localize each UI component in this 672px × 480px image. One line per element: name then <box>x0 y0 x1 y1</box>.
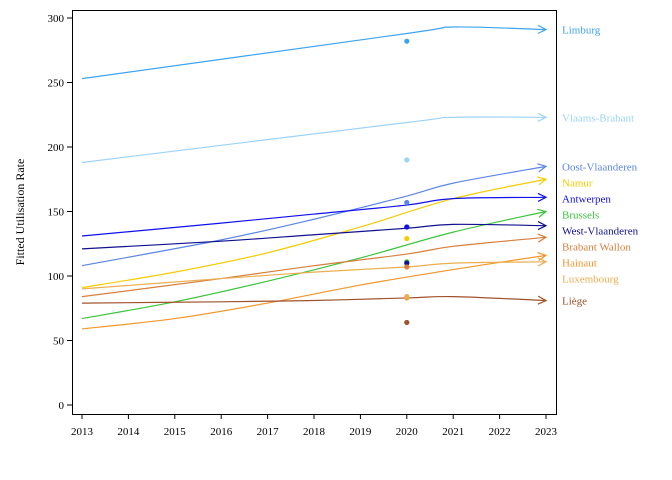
series-label-vlaams-brabant: Vlaams-Brabant <box>562 112 634 124</box>
series-line-brussels <box>81 210 547 320</box>
series-label-namur: Namur <box>562 177 593 189</box>
series-arrow-vlaams-brabant <box>537 112 548 122</box>
x-tick-label: 2023 <box>535 426 558 438</box>
x-tick-label: 2018 <box>303 426 326 438</box>
series-arrow-oost-vlaanderen <box>537 163 548 173</box>
series-arrow-brussels <box>537 208 548 218</box>
data-point-namur <box>404 235 410 242</box>
data-point-west-vlaanderen <box>404 260 410 266</box>
series-line-oost-vlaanderen <box>81 165 547 267</box>
x-tick-label: 2016 <box>210 426 233 438</box>
series-line-namur <box>81 178 547 289</box>
plot-frame <box>72 10 557 415</box>
series-label-west-vlaanderen: West-Vlaanderen <box>562 225 639 237</box>
series-label-brussels: Brussels <box>562 209 599 221</box>
data-point-oost-vlaanderen <box>404 199 410 206</box>
series-arrow-li-ge <box>537 295 548 305</box>
series-line-vlaams-brabant <box>81 116 547 164</box>
y-tick-label: 250 <box>48 78 65 90</box>
series-arrow-luxembourg <box>537 257 548 267</box>
data-point-limburg <box>404 38 410 44</box>
series-arrow-antwerpen <box>537 192 548 202</box>
data-point-antwerpen <box>404 224 410 230</box>
series-line-hainaut <box>81 254 547 330</box>
y-tick-label: 150 <box>48 207 65 219</box>
x-axis: 2013 2014 2015 2016 2017 2018 2019 2020 2021 2022… <box>71 414 558 438</box>
x-tick-label: 2019 <box>349 426 372 438</box>
x-tick-label: 2022 <box>489 426 511 438</box>
series-lines <box>81 24 548 330</box>
series-arrow-west-vlaanderen <box>537 221 548 231</box>
series-line-west-vlaanderen <box>81 223 547 250</box>
data-point-li-ge <box>404 319 410 326</box>
series-line-li-ge <box>81 295 547 304</box>
series-label-luxembourg: Luxembourg <box>562 273 619 285</box>
series-label-oost-vlaanderen: Oost-Vlaanderen <box>562 161 638 173</box>
y-tick-label: 300 <box>48 13 65 25</box>
series-arrow-limburg <box>537 24 548 34</box>
x-tick-label: 2015 <box>164 426 187 438</box>
series-labels: Limburg Vlaams-Brabant Oost-Vlaanderen Namu… <box>562 25 639 308</box>
series-label-limburg: Limburg <box>562 25 601 37</box>
x-tick-label: 2013 <box>71 426 94 438</box>
series-line-brabant-wallon <box>81 236 547 298</box>
y-axis-title: Fitted Utilisation Rate <box>13 159 27 266</box>
x-tick-label: 2020 <box>396 426 419 438</box>
series-label-antwerpen: Antwerpen <box>562 193 611 205</box>
series-points <box>404 38 410 326</box>
series-line-luxembourg <box>81 261 547 290</box>
x-tick-label: 2017 <box>257 426 280 438</box>
y-tick-label: 50 <box>53 336 65 348</box>
data-point-brabant-wallon <box>404 264 410 270</box>
y-axis: 0 50 100 150 200 250 300 <box>48 13 72 412</box>
data-point-luxembourg <box>404 294 410 300</box>
y-tick-label: 200 <box>48 142 65 154</box>
y-tick-label: 100 <box>48 271 65 283</box>
series-line-antwerpen <box>81 196 547 237</box>
series-line-limburg <box>81 26 547 80</box>
series-arrow-namur <box>537 176 548 186</box>
series-label-brabant-wallon: Brabant Wallon <box>562 241 631 253</box>
x-tick-label: 2014 <box>117 426 140 438</box>
series-label-li-ge: Liège <box>562 296 587 308</box>
y-tick-label: 0 <box>59 400 65 412</box>
series-arrow-brabant-wallon <box>537 233 548 243</box>
x-tick-label: 2021 <box>442 426 464 438</box>
data-point-vlaams-brabant <box>404 157 410 163</box>
series-label-hainaut: Hainaut <box>562 257 597 269</box>
